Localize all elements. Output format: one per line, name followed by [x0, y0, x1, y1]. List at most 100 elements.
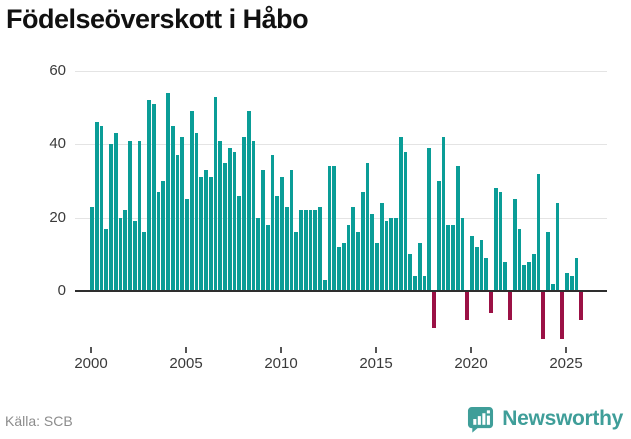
bar-positive [503, 261, 507, 291]
x-axis-tick-mark [470, 347, 472, 353]
bar-positive [365, 162, 370, 291]
bar-positive [446, 225, 450, 291]
brand-name: Newsworthy [502, 407, 623, 430]
gridline [75, 144, 607, 146]
bar-positive [522, 265, 526, 291]
bar-positive [308, 210, 313, 291]
bar-negative [489, 291, 493, 313]
bar-positive [451, 225, 455, 291]
bar-positive [118, 217, 123, 291]
bar-positive [251, 140, 256, 291]
bar-positive [346, 225, 351, 291]
bar-positive [303, 210, 308, 291]
bar-positive [398, 137, 403, 291]
bar-positive [161, 181, 165, 291]
bar-positive [99, 126, 104, 291]
gridline [75, 217, 607, 219]
bar-positive [413, 276, 417, 291]
bar-positive [565, 272, 569, 291]
bar-positive [265, 225, 270, 291]
bar-positive [531, 254, 536, 291]
bar-positive [436, 181, 441, 291]
bar-positive [379, 203, 384, 291]
y-axis-tick-label: 20 [49, 208, 66, 226]
bar-positive [351, 206, 355, 291]
zero-axis-line [75, 290, 607, 292]
y-axis-tick-label: 60 [49, 62, 66, 80]
bar-positive [394, 217, 398, 291]
bar-positive [142, 232, 146, 291]
bar-positive [474, 247, 479, 291]
source-label: Källa: SCB [5, 413, 73, 429]
bar-positive [455, 166, 460, 291]
x-axis-tick-label: 2020 [454, 355, 488, 372]
bar-positive [151, 104, 156, 291]
gridline [75, 71, 607, 73]
x-axis-tick-label: 2015 [359, 355, 393, 372]
newsworthy-logo[interactable]: Newsworthy [467, 403, 623, 435]
chart: 0 20 40 60 2000 2005 2010 2015 2020 2025 [49, 62, 607, 372]
bar-positive [294, 232, 298, 291]
y-axis-tick-label: 40 [49, 135, 66, 153]
bar-positive [284, 206, 289, 291]
y-axis-tick-label: 0 [57, 282, 66, 299]
bar-positive [218, 140, 222, 291]
bar-positive [237, 195, 241, 291]
bar-positive [498, 192, 503, 291]
x-axis-tick-mark [375, 347, 377, 353]
bar-positive [569, 276, 574, 291]
bar-positive [322, 280, 327, 291]
page-title: Födelseöverskott i Håbo [6, 4, 309, 34]
bar-positive [470, 236, 474, 291]
bar-positive [332, 166, 336, 291]
bar-positive [512, 199, 517, 291]
bar-positive [299, 210, 303, 291]
bar-positive [270, 155, 275, 291]
bar-positive [246, 111, 251, 291]
bar-positive [256, 217, 260, 291]
x-axis-tick-label: 2005 [169, 355, 203, 372]
bar-positive [550, 283, 555, 291]
bar-positive [341, 243, 346, 291]
bar-positive [180, 137, 184, 291]
bar-positive [156, 192, 161, 291]
bar-positive [128, 140, 132, 291]
bar-positive [460, 217, 465, 291]
x-axis-tick-mark [185, 347, 187, 353]
bar-positive [403, 151, 408, 291]
bar-positive [527, 261, 531, 291]
bar-positive [375, 243, 379, 291]
bar-positive [232, 151, 237, 291]
bar-positive [132, 221, 137, 291]
bar-positive [493, 188, 498, 291]
bar-negative [508, 291, 512, 321]
bar-positive [185, 199, 189, 291]
bar-positive [242, 137, 246, 291]
bar-positive [123, 210, 127, 291]
bar-positive [104, 228, 108, 291]
bar-negative [432, 291, 436, 328]
bar-positive [389, 217, 393, 291]
bar-positive [479, 239, 484, 291]
bar-positive [360, 192, 365, 291]
bar-negative [579, 291, 583, 321]
bar-positive [109, 144, 113, 291]
bar-positive [313, 210, 317, 291]
bar-positive [227, 148, 232, 291]
bar-positive [261, 170, 265, 291]
bar-positive [318, 206, 322, 291]
bar-positive [166, 93, 170, 291]
bar-positive [289, 170, 294, 291]
bar-positive [94, 122, 99, 291]
bar-negative [465, 291, 469, 321]
x-axis-tick-label: 2010 [264, 355, 298, 372]
bar-positive [204, 170, 208, 291]
bar-positive [170, 126, 175, 291]
bar-positive [408, 254, 412, 291]
x-axis-tick-mark [90, 347, 92, 353]
bar-positive [223, 162, 227, 291]
bar-positive [194, 133, 199, 291]
bar-positive [370, 214, 374, 291]
bar-positive [189, 111, 194, 291]
